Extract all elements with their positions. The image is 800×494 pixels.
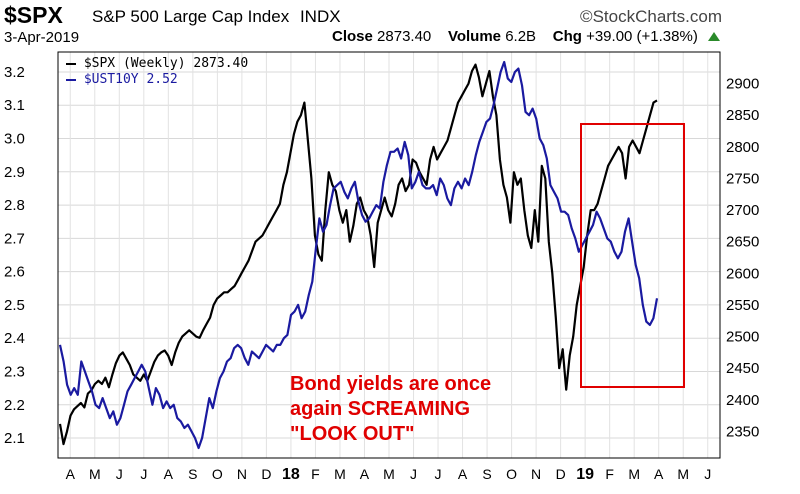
left-tick-label: 2.2 [4,397,25,414]
left-axis: 2.1 2.2 2.3 2.4 2.5 2.6 2.7 2.8 2.9 3.0 3.1 3.2 [4,64,25,447]
x-tick-label: J [140,466,147,482]
left-tick-label: 2.4 [4,330,25,347]
left-tick-label: 2.6 [4,264,25,281]
x-tick-label: D [556,466,566,482]
legend-label-spx: $SPX (Weekly) 2873.40 [83,56,249,71]
exchange-label: INDX [299,7,341,26]
x-tick-label: F [605,466,614,482]
x-tick-label: J [116,466,123,482]
x-tick-label: S [482,466,491,482]
legend-item-spx: $SPX (Weekly) 2873.40 [66,56,248,72]
annotation-text: Bond yields are once again SCREAMING "LO… [290,372,491,447]
right-tick-label: 2900 [726,76,759,93]
close-label: Close [332,28,373,45]
right-axis: 2350 2400 2450 2500 2550 2600 2650 2700 2750 2800… [726,76,759,441]
symbol: $SPX [4,2,63,28]
right-tick-label: 2400 [726,392,759,409]
series-lines [58,60,659,450]
chart-grid [58,52,720,458]
left-tick-label: 2.9 [4,164,25,181]
x-tick-label: S [188,466,197,482]
plot-frame [57,51,721,459]
legend-item-ust10y: $UST10Y 2.52 [66,72,248,88]
annotation-line-2: again SCREAMING [290,398,471,420]
right-tick-label: 2650 [726,234,759,251]
x-tick-label: A [164,466,174,482]
chg-value: +39.00 (+1.38%) [586,28,698,45]
left-tick-label: 2.3 [4,363,25,380]
x-tick-label: N [237,466,247,482]
x-tick-label: M [383,466,395,482]
close-value: 2873.40 [377,28,432,45]
index-name: S&P 500 Large Cap Index INDX [92,7,341,27]
x-tick-label: M [628,466,640,482]
index-name-text: S&P 500 Large Cap Index [92,7,290,26]
right-tick-label: 2550 [726,297,759,314]
date-label: 3-Apr-2019 [4,29,80,46]
stats-bar: Close 2873.40 Volume 6.2B Chg +39.00 (+1… [332,28,720,45]
x-tick-label: 19 [576,466,594,483]
legend-label-ust10y: $UST10Y 2.52 [83,72,178,87]
x-tick-label: A [66,466,76,482]
x-tick-label: A [654,466,664,482]
x-tick-label: M [677,466,689,482]
left-tick-label: 2.7 [4,230,25,247]
left-tick-label: 3.1 [4,97,25,114]
x-tick-label: J [435,466,442,482]
right-tick-label: 2600 [726,265,759,282]
right-tick-label: 2800 [726,139,759,156]
right-tick-label: 2750 [726,170,759,187]
x-tick-label: J [704,466,711,482]
x-tick-label: 18 [282,466,300,483]
volume-label: Volume [447,28,502,45]
left-tick-label: 2.8 [4,197,25,214]
x-tick-label: F [311,466,320,482]
chg-label: Chg [552,28,582,45]
x-tick-label: N [531,466,541,482]
right-tick-label: 2700 [726,202,759,219]
left-tick-label: 2.1 [4,430,25,447]
volume-value: 6.2B [505,28,537,45]
x-axis: A M J J A S O N D 18 F M A M J J A S O N D 19 F M A M J [66,466,712,483]
x-tick-label: J [410,466,417,482]
ust10y-line [58,60,659,450]
highlight-box [580,123,685,388]
left-tick-label: 3.0 [4,131,25,148]
x-tick-label: M [334,466,346,482]
left-tick-label: 3.2 [4,64,25,81]
x-tick-label: A [458,466,468,482]
x-tick-label: O [506,466,517,482]
annotation-line-1: Bond yields are once [290,373,492,395]
legend: $SPX (Weekly) 2873.40 $UST10Y 2.52 [66,56,248,88]
brand-label: ©StockCharts.com [580,7,722,26]
right-tick-label: 2850 [726,107,759,124]
x-tick-label: O [212,466,223,482]
x-tick-label: A [360,466,370,482]
right-tick-label: 2500 [726,329,759,346]
left-tick-label: 2.5 [4,297,25,314]
up-triangle-icon [708,32,720,41]
x-tick-label: M [89,466,101,482]
right-tick-label: 2350 [726,423,759,440]
annotation-line-3: "LOOK OUT" [290,423,415,445]
x-tick-label: D [261,466,271,482]
right-tick-label: 2450 [726,360,759,377]
